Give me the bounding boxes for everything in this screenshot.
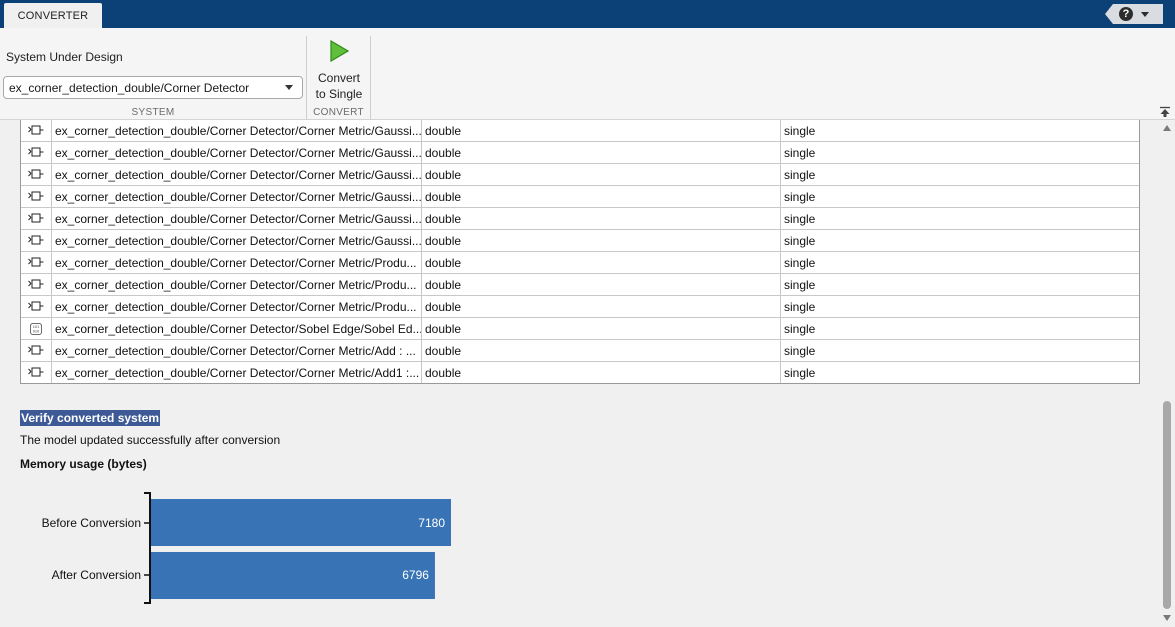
original-type-cell: double [422,208,781,229]
original-type-cell: double [422,318,781,339]
chevron-down-icon [1141,11,1149,17]
block-path-cell: ex_corner_detection_double/Corner Detect… [52,142,422,163]
original-type-cell: double [422,164,781,185]
tab-converter[interactable]: CONVERTER [4,3,102,28]
block-path-cell: ex_corner_detection_double/Corner Detect… [52,296,422,317]
block-icon [21,208,52,229]
converted-type-cell: single [784,299,816,314]
block-path-cell: ex_corner_detection_double/Corner Detect… [52,208,422,229]
block-path-cell: ex_corner_detection_double/Corner Detect… [52,252,422,273]
table-row[interactable]: ex_corner_detection_double/Corner Detect… [21,120,1139,141]
title-bar: CONVERTER ? [0,0,1175,28]
block-icon [21,142,52,163]
converted-type-cell: single [784,255,816,270]
collapse-toolstrip-icon[interactable] [1159,106,1171,118]
verify-heading: Verify converted system [20,410,161,426]
bar-value-label: 6796 [402,568,429,582]
block-path-cell: ex_corner_detection_double/Corner Detect… [52,186,422,207]
block-icon [21,296,52,317]
original-type-cell: double [422,120,781,141]
table-row[interactable]: ex_corner_detection_double/Corner Detect… [21,141,1139,163]
convert-section: Convert to Single CONVERT [307,36,371,120]
scroll-up-icon[interactable] [1163,125,1171,131]
block-path-cell: ex_corner_detection_double/Corner Detect… [52,362,422,383]
block-path-cell: ex_corner_detection_double/Corner Detect… [52,340,422,361]
y-axis-line [144,492,151,604]
table-row[interactable]: ex_corner_detection_double/Corner Detect… [21,163,1139,185]
system-section: System Under Design ex_corner_detection_… [0,36,307,120]
run-icon [330,40,349,62]
block-path-cell: ex_corner_detection_double/Corner Detect… [52,230,422,251]
convert-section-title: CONVERT [313,107,364,118]
original-type-cell: double [422,230,781,251]
block-icon [21,186,52,207]
original-type-cell: double [422,142,781,163]
vertical-scrollbar[interactable] [1163,401,1171,609]
category-label: Before Conversion [42,516,141,530]
converted-type-cell: single [784,189,816,204]
converted-type-cell: single [784,233,816,248]
convert-to-single-button[interactable]: Convert to Single [307,36,371,106]
system-under-design-dropdown[interactable]: ex_corner_detection_double/Corner Detect… [3,76,303,99]
original-type-cell: double [422,252,781,273]
original-type-cell: double [422,296,781,317]
svg-text:010: 010 [33,329,40,333]
help-icon: ? [1119,7,1133,21]
converted-type-cell: single [784,343,816,358]
block-icon [21,120,52,141]
signal-block-icon: 101 010 [21,318,52,339]
toolstrip: System Under Design ex_corner_detection_… [0,28,1175,120]
block-icon [21,230,52,251]
converted-type-cell: single [784,145,816,160]
convert-button-label-line2: to Single [315,87,363,101]
block-icon [21,164,52,185]
system-section-title: SYSTEM [131,107,175,118]
chevron-down-icon [285,85,293,90]
table-row[interactable]: ex_corner_detection_double/Corner Detect… [21,295,1139,317]
converted-type-cell: single [784,365,816,380]
help-menu-button[interactable]: ? [1105,4,1163,24]
converted-type-cell: single [784,123,816,138]
original-type-cell: double [422,340,781,361]
scroll-down-icon[interactable] [1163,615,1171,621]
memory-usage-heading: Memory usage (bytes) [20,457,147,471]
table-row[interactable]: ex_corner_detection_double/Corner Detect… [21,361,1139,383]
svg-text:101: 101 [33,325,40,329]
table-row[interactable]: ex_corner_detection_double/Corner Detect… [21,273,1139,295]
system-under-design-value: ex_corner_detection_double/Corner Detect… [9,80,250,95]
original-type-cell: double [422,274,781,295]
table-row[interactable]: ex_corner_detection_double/Corner Detect… [21,339,1139,361]
original-type-cell: double [422,186,781,207]
bar [151,552,435,599]
table-row[interactable]: 101 010 ex_corner_detection_double/Corner … [21,317,1139,339]
block-icon [21,362,52,383]
block-path-cell: ex_corner_detection_double/Corner Detect… [52,318,422,339]
system-under-design-label: System Under Design [6,50,123,64]
table-row[interactable]: ex_corner_detection_double/Corner Detect… [21,251,1139,273]
tab-converter-label: CONVERTER [17,9,89,22]
bar-value-label: 7180 [418,516,445,530]
converted-type-cell: single [784,321,816,336]
block-icon [21,252,52,273]
converted-type-cell: single [784,167,816,182]
conversion-results-table: ex_corner_detection_double/Corner Detect… [20,120,1140,384]
table-row[interactable]: ex_corner_detection_double/Corner Detect… [21,207,1139,229]
block-path-cell: ex_corner_detection_double/Corner Detect… [52,120,422,141]
bar [151,499,451,546]
category-label: After Conversion [52,568,141,582]
converted-type-cell: single [784,277,816,292]
block-path-cell: ex_corner_detection_double/Corner Detect… [52,164,422,185]
original-type-cell: double [422,362,781,383]
block-icon [21,340,52,361]
verify-message: The model updated successfully after con… [20,433,281,447]
memory-usage-chart: Before Conversion 7180 After Conversion 679… [42,492,451,604]
block-icon [21,274,52,295]
table-row[interactable]: ex_corner_detection_double/Corner Detect… [21,229,1139,251]
table-row[interactable]: ex_corner_detection_double/Corner Detect… [21,185,1139,207]
block-path-cell: ex_corner_detection_double/Corner Detect… [52,274,422,295]
convert-button-label-line1: Convert [317,71,361,85]
converted-type-cell: single [784,211,816,226]
